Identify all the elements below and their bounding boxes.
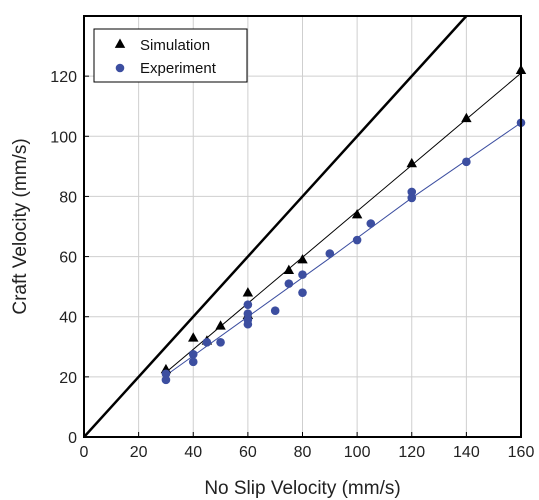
legend-marker-simulation — [114, 38, 126, 48]
point-experiment-14 — [325, 249, 335, 258]
plot-lines — [84, 16, 521, 437]
point-experiment-5 — [216, 337, 225, 347]
x-tick-label-80: 80 — [294, 444, 312, 461]
point-simulation-9 — [406, 157, 417, 168]
point-experiment-9 — [243, 319, 253, 329]
y-tick-label-20: 20 — [59, 370, 77, 387]
point-simulation-6 — [283, 264, 295, 274]
y-tick-label-100: 100 — [50, 129, 77, 146]
legend-label-simulation: Simulation — [140, 37, 210, 54]
point-experiment-15 — [352, 235, 362, 245]
point-experiment-3 — [188, 357, 198, 367]
point-experiment-19 — [462, 157, 471, 167]
y-tick-label-80: 80 — [59, 189, 77, 206]
x-tick-label-140: 140 — [453, 444, 480, 461]
point-experiment-11 — [284, 279, 294, 288]
legend-box — [93, 28, 248, 83]
fit-line-simulation — [165, 72, 521, 373]
point-experiment-16 — [366, 219, 376, 228]
point-experiment-10 — [270, 306, 280, 316]
point-experiment-7 — [243, 309, 253, 319]
x-tick-label-40: 40 — [184, 444, 202, 461]
y-tick-label-120: 120 — [50, 69, 77, 86]
point-experiment-6 — [243, 300, 253, 309]
y-tick-label-40: 40 — [59, 310, 77, 327]
x-axis-label: No Slip Velocity (mm/s) — [204, 478, 400, 499]
point-simulation-3 — [215, 320, 226, 330]
point-experiment-12 — [298, 270, 307, 279]
markers — [160, 64, 527, 385]
point-experiment-18 — [407, 193, 417, 203]
point-experiment-1 — [161, 375, 171, 385]
y-tick-label-60: 60 — [59, 250, 77, 267]
point-experiment-13 — [298, 288, 307, 297]
point-experiment-0 — [161, 369, 171, 379]
x-tick-label-120: 120 — [398, 444, 425, 461]
point-simulation-8 — [351, 208, 363, 219]
point-simulation-10 — [461, 112, 472, 123]
point-simulation-7 — [297, 254, 308, 264]
legend-marker-experiment — [115, 63, 125, 73]
point-experiment-17 — [407, 187, 417, 197]
y-tick-label-0: 0 — [68, 430, 77, 447]
y-axis-label: Craft Velocity (mm/s) — [10, 138, 31, 314]
x-tick-label-20: 20 — [130, 444, 148, 461]
legend: Simulation Experiment — [93, 28, 248, 83]
point-simulation-1 — [188, 332, 199, 342]
point-simulation-4 — [242, 287, 254, 297]
x-tick-label-0: 0 — [80, 444, 89, 461]
x-tick-label-60: 60 — [239, 444, 257, 461]
ticks: 0 20 40 60 80 100 120 140 160 0 20 40 60 80 100 120 — [50, 69, 534, 461]
legend-label-experiment: Experiment — [140, 60, 217, 77]
grid — [84, 16, 521, 437]
fit-line-experiment — [165, 122, 521, 376]
point-experiment-2 — [188, 350, 198, 359]
reference-line — [84, 16, 468, 437]
x-tick-label-100: 100 — [344, 444, 371, 461]
x-tick-label-160: 160 — [508, 444, 535, 461]
point-experiment-4 — [202, 337, 212, 347]
